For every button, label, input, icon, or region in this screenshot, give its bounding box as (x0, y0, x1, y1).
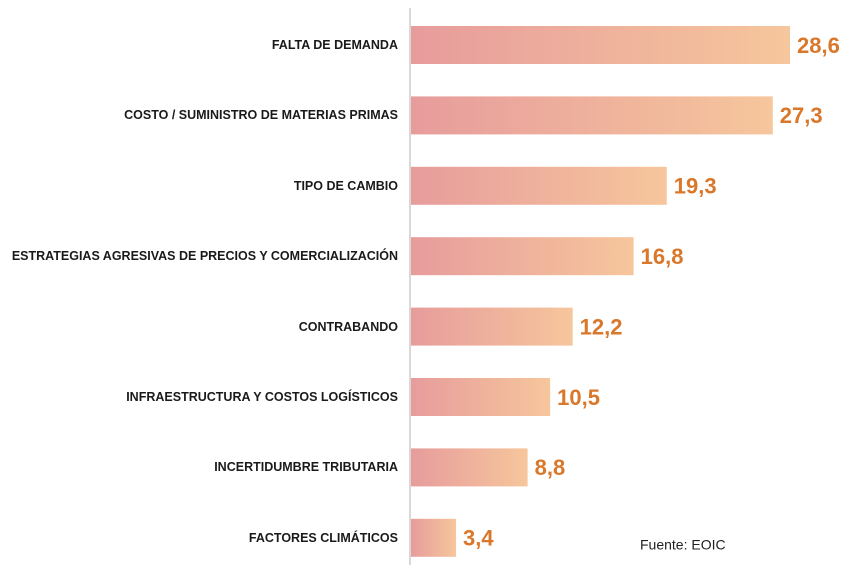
category-label: COSTO / SUMINISTRO DE MATERIAS PRIMAS (124, 108, 398, 123)
category-label: TIPO DE CAMBIO (293, 178, 398, 193)
category-label: FALTA DE DEMANDA (271, 38, 398, 52)
value-label: 12,2 (580, 314, 623, 339)
value-label: 19,3 (674, 174, 717, 199)
value-label: 8,8 (535, 455, 566, 480)
bar (411, 448, 528, 487)
bar (411, 166, 667, 205)
bar (411, 307, 573, 346)
value-label: 27,3 (780, 103, 823, 128)
value-label: 16,8 (641, 244, 684, 269)
bar (411, 237, 634, 276)
category-label: FACTORES CLIMÁTICOS (248, 530, 398, 545)
value-label: 28,6 (797, 33, 840, 58)
category-label: INCERTIDUMBRE TRIBUTARIA (214, 460, 398, 475)
source-note: Fuente: EOIC (640, 537, 726, 553)
bar (411, 378, 551, 416)
category-label: INFRAESTRUCTURA Y COSTOS LOGÍSTICOS (126, 390, 398, 404)
category-label: ESTRATEGIAS AGRESIVAS DE PRECIOS Y COMER… (11, 249, 398, 264)
bar (411, 26, 790, 64)
value-label: 3,4 (463, 526, 494, 551)
category-label: CONTRABANDO (298, 319, 398, 334)
bar (411, 96, 773, 135)
value-label: 10,5 (557, 385, 600, 410)
bar (411, 518, 457, 557)
